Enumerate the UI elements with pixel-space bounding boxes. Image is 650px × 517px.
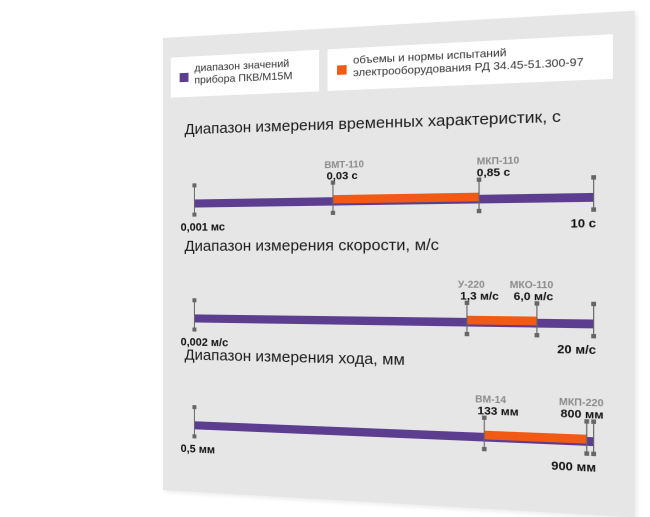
device-min-tick-top [192,183,196,187]
device-max-tick-bottom [591,452,596,457]
chart-title-time: Диапазон измерения временных характерист… [185,108,561,139]
standard-min-value-label: 0,03 с [327,170,358,182]
standard-min-value-label: 1,3 м/с [460,291,499,303]
standard-min-device-label: ВМ-14 [475,394,506,406]
device-max-label: 20 м/с [557,343,596,357]
standard-min-tick-bottom [331,211,335,215]
legend-device-text: диапазон значений прибора ПКВ/М15М [194,57,292,86]
standard-min-device-label: ВМТ-110 [325,159,364,171]
device-max-tick-top [591,175,596,180]
standard-max-tick-bottom [584,451,589,456]
chart-panel: диапазон значений прибора ПКВ/М15М объем… [163,11,635,517]
device-min-tick-bottom [192,434,196,438]
range-chart-time: 0,001 мс 10 сВМТ-1100,03 сМКП-1100,85 с [163,141,635,229]
device-min-label: 0,001 мс [181,221,225,234]
device-max-tick-bottom [591,334,596,339]
standard-range-bar [467,316,537,326]
chart-title-stroke: Диапазон измерения хода, мм [185,346,405,369]
legend-standard-text: объемы и нормы испытаний электрооборудов… [353,42,583,79]
standard-max-device-label: МКП-220 [559,396,604,409]
legend-standard-swatch [337,65,347,75]
standard-min-tick-bottom [482,447,487,452]
legend-standard: объемы и нормы испытаний электрооборудов… [328,34,613,91]
device-min-tick-top [192,298,196,302]
device-min-tick-bottom [192,213,196,217]
device-min-label: 0,5 мм [181,443,215,457]
range-chart-stroke: 0,5 мм900 ммВМ-14133 ммМКП-220800 мм [163,374,635,471]
standard-max-value-label: 800 мм [561,408,604,422]
device-max-label: 10 с [570,217,596,231]
device-min-tick-top [192,405,196,409]
standard-max-tick-bottom [535,333,540,337]
standard-min-device-label: У-220 [458,279,485,290]
range-chart-speed: 0,002 м/с20 м/сУ-2201,3 м/сМКО-1106,0 м/… [163,268,635,353]
standard-max-device-label: МКП-110 [477,155,519,167]
standard-max-value-label: 6,0 м/с [514,291,554,304]
device-max-tick-top [591,302,596,306]
standard-max-tick-bottom [477,209,482,213]
standard-max-device-label: МКО-110 [510,279,554,290]
standard-min-tick-bottom [465,332,470,336]
chart-title-speed: Диапазон измерения скорости, м/с [185,236,439,255]
device-min-tick-bottom [192,327,196,331]
standard-min-value-label: 133 мм [477,405,518,419]
device-max-label: 900 мм [551,460,596,476]
legend-device-swatch [180,73,189,82]
legend-device: диапазон значений прибора ПКВ/М15М [171,50,319,98]
device-max-tick-bottom [591,207,596,212]
standard-max-value-label: 0,85 с [477,167,511,180]
